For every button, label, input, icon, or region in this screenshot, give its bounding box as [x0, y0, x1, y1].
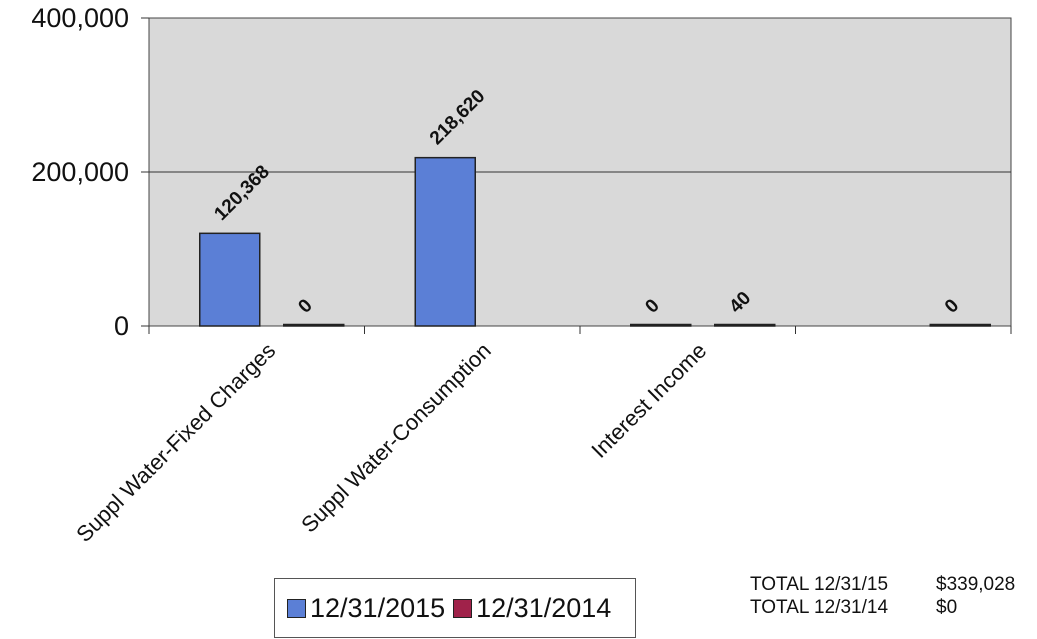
bar [714, 323, 776, 327]
y-tick-label: 400,000 [31, 3, 129, 33]
legend-label-2014: 12/31/2014 [476, 592, 612, 623]
y-tick-label: 200,000 [31, 157, 129, 187]
bar [414, 156, 476, 327]
x-tick-label: Suppl Water-Consumption [296, 338, 496, 538]
chart-legend: 12/31/2015 12/31/2014 [274, 578, 636, 638]
totals-block: TOTAL 12/31/15 $339,028 TOTAL 12/31/14 $0 [750, 573, 1015, 619]
bar [929, 323, 991, 327]
legend-swatch-2014 [453, 598, 473, 618]
y-tick-label: 0 [114, 311, 129, 341]
bar [199, 232, 261, 327]
total-row-2014: TOTAL 12/31/14 $0 [750, 596, 1015, 619]
bar [630, 323, 692, 327]
total-label-2015: TOTAL 12/31/15 [750, 574, 889, 595]
total-row-2015: TOTAL 12/31/15 $339,028 [750, 573, 1015, 596]
legend-item-2014: 12/31/2014 [453, 593, 611, 624]
total-label-2014: TOTAL 12/31/14 [750, 597, 889, 618]
x-tick-label: Suppl Water-Fixed Charges [71, 338, 280, 547]
bar [283, 323, 345, 327]
legend-label-2015: 12/31/2015 [310, 592, 446, 623]
legend-item-2015: 12/31/2015 [287, 593, 445, 624]
x-tick-label: Interest Income [586, 338, 711, 463]
total-value-2014: $0 [936, 597, 958, 618]
legend-swatch-2015 [287, 598, 306, 618]
total-value-2015: $339,028 [936, 574, 1016, 595]
